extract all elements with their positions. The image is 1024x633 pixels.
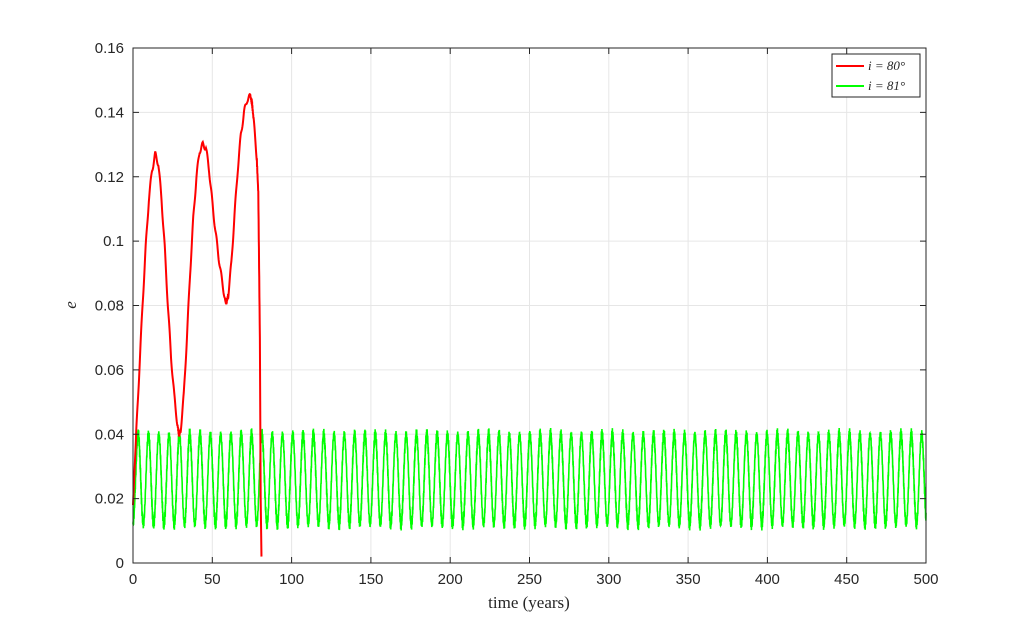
legend-box [831,53,921,98]
x-tick-label: 50 [204,571,221,588]
legend: i = 80° i = 81° [831,53,921,98]
grid [133,48,926,563]
x-axis-label: time (years) [488,593,570,612]
y-axis-label: e [61,301,80,309]
y-tick-label: 0.02 [95,491,124,508]
series-line-i81 [132,427,927,531]
y-tick-label: 0.04 [95,426,124,443]
legend-label-series-1: i = 80° [868,58,905,73]
x-tick-label: 350 [676,571,701,588]
x-tick-label: 400 [755,571,780,588]
y-tick-label: 0.1 [103,233,124,250]
x-tick-label: 150 [358,571,383,588]
y-tick-label: 0.14 [95,104,124,121]
series-line-i80 [132,92,263,557]
plot-area [132,92,927,557]
x-tick-label: 200 [438,571,463,588]
x-tick-label: 500 [913,571,938,588]
x-tick-label: 300 [596,571,621,588]
x-tick-label: 450 [834,571,859,588]
x-tick-label: 250 [517,571,542,588]
ticks: 0 50 100 150 200 250 300 350 400 450 500 0 0.02 0.04 0… [95,40,939,588]
y-tick-label: 0.16 [95,40,124,57]
legend-label-series-2: i = 81° [868,78,905,93]
y-tick-label: 0.06 [95,362,124,379]
x-tick-label: 100 [279,571,304,588]
y-tick-label: 0.08 [95,298,124,315]
y-tick-label: 0 [116,555,124,572]
x-tick-label: 0 [129,571,137,588]
y-tick-label: 0.12 [95,169,124,186]
